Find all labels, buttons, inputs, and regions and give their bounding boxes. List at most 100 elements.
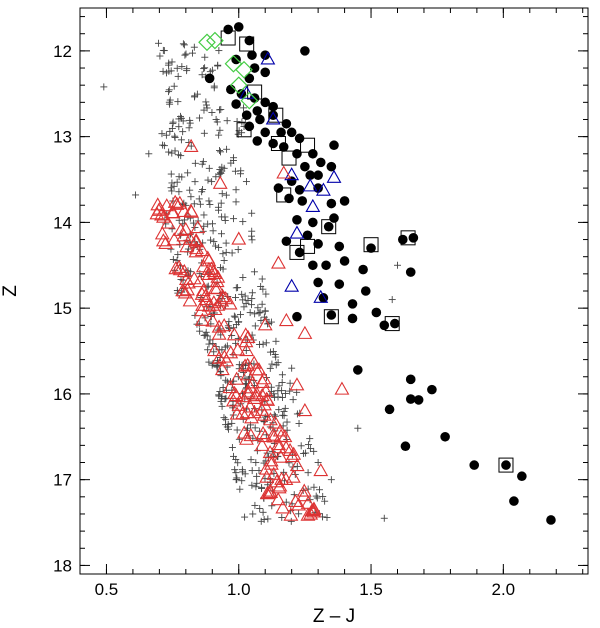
plus-marker [216, 146, 224, 154]
plus-marker [209, 227, 217, 235]
plus-marker [222, 248, 230, 256]
plus-marker [158, 130, 166, 138]
plus-marker [275, 382, 283, 390]
plus-marker [244, 296, 252, 304]
diamond-marker [206, 31, 224, 50]
plus-marker [169, 118, 177, 126]
plus-marker [228, 419, 236, 427]
plus-marker [179, 128, 187, 136]
plus-marker [251, 322, 259, 330]
plus-marker [165, 98, 173, 106]
triangle-marker [226, 327, 242, 341]
filled-circle-marker [305, 170, 315, 181]
plus-marker [210, 348, 218, 356]
plus-marker [225, 318, 233, 326]
plus-marker [266, 364, 274, 372]
triangle-marker [211, 350, 227, 364]
filled-circle-marker [313, 239, 323, 249]
plus-marker [262, 339, 270, 347]
triangle-marker [229, 371, 245, 385]
triangle-marker [273, 428, 289, 442]
triangle-marker [300, 507, 316, 521]
plus-marker [261, 307, 269, 315]
plus-marker [204, 346, 212, 354]
plus-marker [177, 152, 185, 160]
plus-marker [187, 193, 195, 201]
plus-marker [248, 467, 256, 475]
plus-marker [238, 477, 246, 485]
triangle-marker [176, 203, 192, 217]
x-tick-label: 1.5 [359, 580, 383, 599]
filled-circle-marker [397, 234, 408, 245]
filled-circle-marker [223, 24, 233, 35]
plus-marker [321, 497, 329, 505]
filled-circle-marker [300, 46, 310, 56]
diamond-marker [240, 91, 259, 110]
plus-marker [234, 246, 242, 254]
triangle-marker [260, 392, 276, 406]
plus-marker [236, 311, 244, 319]
triangle-marker [267, 415, 283, 429]
plus-marker [319, 492, 327, 500]
plus-marker [268, 360, 276, 368]
plus-marker [300, 450, 308, 458]
plus-marker [195, 114, 203, 122]
plus-marker [388, 296, 396, 304]
plus-marker [205, 358, 213, 366]
filled-circle-marker [292, 215, 302, 225]
plus-marker [236, 485, 244, 493]
triangle-marker [271, 436, 287, 451]
plus-marker [230, 154, 238, 162]
filled-circle-marker [353, 365, 363, 375]
triangle-marker [182, 293, 198, 307]
plus-marker [218, 346, 226, 354]
triangle-marker [155, 233, 171, 247]
plus-marker [288, 364, 296, 372]
plus-marker [315, 486, 323, 494]
plus-marker [258, 300, 266, 308]
plus-marker [155, 39, 163, 47]
y-tick-label: 16 [53, 385, 72, 404]
plus-marker [274, 393, 282, 401]
plus-marker [271, 393, 279, 401]
triangle-marker [242, 380, 258, 394]
triangle-marker [175, 283, 191, 297]
plus-marker [200, 65, 208, 73]
filled-circle-marker [300, 161, 310, 172]
plus-marker [160, 142, 168, 150]
triangle-marker [270, 255, 286, 269]
triangle-marker [238, 327, 254, 341]
triangle-marker [219, 353, 235, 367]
triangle-marker [303, 506, 319, 520]
triangle-marker [254, 402, 270, 416]
plus-marker [232, 469, 240, 477]
triangle-marker [273, 449, 289, 463]
plus-marker [248, 301, 256, 309]
filled-circle-marker [268, 138, 278, 149]
triangle-marker [251, 362, 267, 376]
triangle-marker [238, 334, 254, 348]
plus-marker [162, 131, 170, 139]
plus-marker [255, 341, 263, 349]
triangle-marker [276, 165, 292, 179]
triangle-marker [169, 196, 185, 210]
filled-circle-marker [313, 170, 323, 181]
plus-marker [272, 337, 280, 345]
x-tick-label: 1.0 [227, 580, 251, 599]
plus-marker [223, 117, 231, 125]
plus-marker [248, 481, 256, 489]
filled-circle-marker [281, 236, 292, 247]
triangle-marker [176, 228, 192, 242]
plus-marker [165, 86, 173, 94]
filled-circle-marker [276, 127, 286, 138]
triangle-marker [201, 253, 217, 267]
filled-circle-marker [413, 395, 424, 405]
triangle-marker [214, 361, 230, 376]
triangle-marker [154, 226, 170, 240]
triangle-marker [216, 318, 232, 332]
plus-marker [278, 394, 286, 402]
square-marker [268, 107, 284, 123]
square-marker [400, 230, 416, 246]
plus-marker [132, 191, 140, 199]
plus-marker [223, 342, 231, 350]
